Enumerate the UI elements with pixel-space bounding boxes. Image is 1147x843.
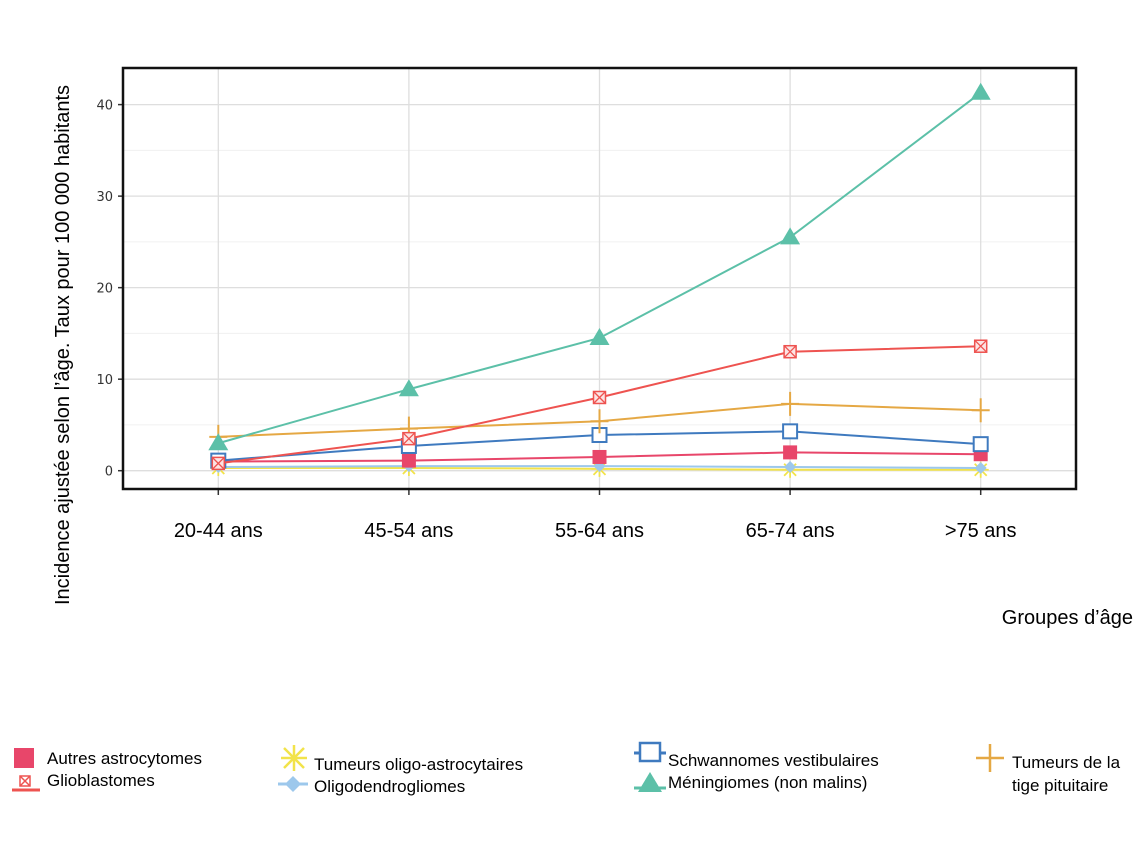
data-point-tumeurs-de-la-tige-pituitaire: [590, 409, 609, 434]
data-point-autres-astrocytomes: [783, 445, 798, 460]
line-plus-marker-icon: [976, 744, 1004, 772]
legend-item-glioblastomes: Glioblastomes: [47, 771, 155, 790]
data-point-schwannomes-vestibulaires: [782, 423, 799, 440]
data-point-glioblastomes: [592, 390, 607, 405]
x-tick-label: 20-44 ans: [174, 520, 263, 542]
x-axis-label: Groupes d’âge: [1002, 607, 1133, 629]
data-point-meningiomes-non-malins: [970, 82, 991, 100]
series-meningiomes-non-malins: [208, 82, 991, 451]
data-point-tumeurs-de-la-tige-pituitaire: [781, 391, 800, 416]
filled-square-marker-icon: [14, 748, 34, 768]
legend-item-tumeurs-tige-pituitaire-line1: Tumeurs de la: [1012, 753, 1121, 772]
data-point-meningiomes-non-malins: [208, 433, 229, 451]
series-glioblastomes: [211, 339, 988, 471]
y-tick-label: 40: [96, 99, 113, 114]
x-tick-label: 55-64 ans: [555, 520, 644, 542]
legend-item-oligodendrogliomes: Oligodendrogliomes: [314, 777, 466, 796]
legend-item-autres-astrocytomes: Autres astrocytomes: [47, 749, 202, 768]
y-axis: 0 10 20 30 40: [96, 99, 123, 480]
y-tick-label: 10: [96, 373, 113, 388]
plot-frame: [121, 66, 1078, 491]
x-tick-label: 65-74 ans: [746, 520, 835, 542]
x-tick-label: 45-54 ans: [364, 520, 453, 542]
data-point-oligodendrogliomes: [974, 461, 987, 474]
data-point-glioblastomes: [211, 456, 226, 471]
data-point-glioblastomes: [973, 339, 988, 353]
y-axis-label: Incidence ajustée selon l’âge. Taux pour…: [52, 85, 74, 605]
legend-item-tumeurs-oligo-astrocytaires: Tumeurs oligo-astrocytaires: [314, 755, 524, 774]
y-tick-label: 30: [96, 190, 113, 205]
line-diamond-marker-icon: [278, 776, 308, 792]
data-point-meningiomes-non-malins: [780, 227, 801, 245]
x-axis: 20-44 ans 45-54 ans 55-64 ans 65-74 ans >75 …: [174, 489, 1017, 542]
data-point-autres-astrocytomes: [592, 449, 607, 464]
legend-item-schwannomes-vestibulaires: Schwannomes vestibulaires: [668, 751, 879, 770]
line-square-marker-icon: [634, 741, 666, 763]
data-point-meningiomes-non-malins: [589, 327, 610, 345]
data-point-autres-astrocytomes: [401, 453, 416, 468]
x-tick-label: >75 ans: [945, 520, 1017, 542]
data-point-tumeurs-de-la-tige-pituitaire: [971, 398, 990, 423]
legend-item-meningiomes: Méningiomes (non malins): [668, 773, 868, 792]
y-tick-label: 20: [96, 282, 113, 297]
y-tick-label: 0: [105, 465, 113, 480]
line-triangle-marker-icon: [634, 772, 666, 792]
data-point-schwannomes-vestibulaires: [972, 436, 989, 453]
data-point-glioblastomes: [783, 344, 797, 359]
series-tumeurs-de-la-tige-pituitaire: [209, 391, 990, 449]
data-point-meningiomes-non-malins: [398, 379, 419, 397]
star-marker-icon: [281, 745, 307, 771]
series-group: [208, 82, 991, 478]
line-boxx-marker-icon: [12, 775, 40, 792]
data-point-glioblastomes: [402, 431, 416, 446]
legend-item-tumeurs-tige-pituitaire-line2: tige pituitaire: [1012, 776, 1109, 795]
data-point-oligodendrogliomes: [784, 461, 797, 474]
